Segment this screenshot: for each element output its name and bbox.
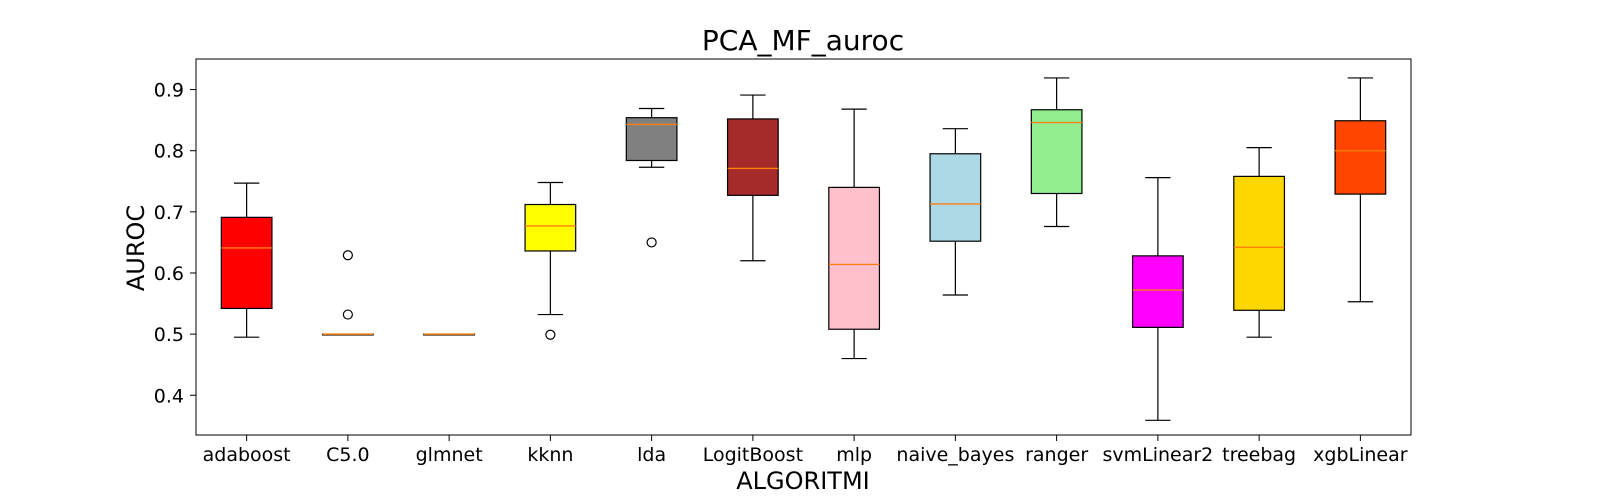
outlier-point [342,250,353,261]
box-body [524,203,577,252]
y-tick-label: 0.5 [154,324,184,346]
box-lda [625,107,678,248]
box-body [828,186,881,330]
box-body [726,118,779,196]
box-body [1131,255,1184,328]
x-tick-label: kknn [527,444,573,466]
box-naive_bayes [929,128,982,296]
box-body [1030,109,1083,195]
outlier-point [646,237,657,248]
x-tick-label: mlp [836,444,872,466]
box-glmnet [423,333,476,336]
box-treebag [1233,147,1286,338]
box-kknn [524,181,577,340]
y-axis: 0.4 0.5 0.6 0.7 0.8 0.9 [154,80,196,407]
box-LogitBoost [726,94,779,262]
x-tick-label: treebag [1222,444,1296,466]
box-body [929,153,982,242]
box-svmLinear2 [1131,177,1184,421]
x-axis-label: ALGORITMI [736,467,869,495]
y-tick-label: 0.4 [154,385,184,407]
x-tick-label: naive_bayes [896,444,1014,466]
box-body [220,216,273,310]
outlier-point [545,329,556,340]
y-tick-label: 0.6 [154,263,184,285]
box-body [1334,120,1387,195]
x-tick-label: LogitBoost [703,444,803,466]
box-ranger [1030,77,1083,228]
x-tick-label: glmnet [416,444,483,466]
x-tick-label: C5.0 [326,444,369,466]
y-tick-label: 0.8 [154,141,184,163]
box-xgbLinear [1334,77,1387,303]
chart-title: PCA_MF_auroc [702,24,904,57]
x-axis: adaboost C5.0 glmnet kknn lda LogitBoost mlp na… [203,435,1408,466]
plot-area [195,58,1412,436]
box-C5.0 [321,250,374,336]
x-tick-label: lda [637,444,666,466]
box-adaboost [220,182,273,338]
y-tick-label: 0.9 [154,80,184,102]
outlier-point [342,309,353,320]
y-axis-label: AUROC [122,205,150,291]
box-mlp [828,108,881,360]
x-tick-label: xgbLinear [1313,444,1408,466]
y-tick-label: 0.7 [154,202,184,224]
box-body [1233,175,1286,311]
x-tick-label: svmLinear2 [1102,444,1213,466]
x-tick-label: adaboost [203,444,291,466]
box-series [220,77,1387,421]
x-tick-label: ranger [1025,444,1088,466]
